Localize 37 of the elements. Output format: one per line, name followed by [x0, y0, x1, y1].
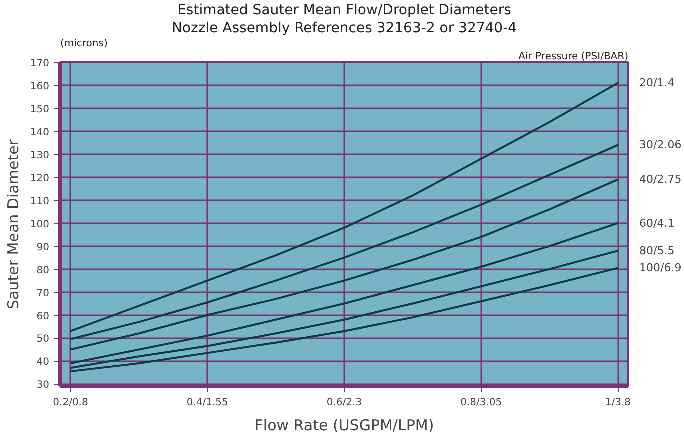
y-tick-label: 70: [36, 288, 50, 300]
y-tick-label: 30: [36, 380, 50, 392]
series-label: 80/5.5: [640, 244, 675, 258]
y-tick-label: 100: [30, 219, 50, 230]
legend-title: Air Pressure (PSI/BAR): [518, 52, 629, 62]
y-tick-label: 160: [30, 81, 50, 92]
x-tick-label: 0.8/3.05: [460, 398, 502, 408]
y-tick-label: 40: [36, 357, 50, 368]
y-tick-label: 50: [36, 334, 50, 346]
chart-title: Estimated Sauter Mean Flow/Droplet Diameters: [178, 2, 512, 18]
line-series: [70, 144, 620, 340]
y-tick-label: 140: [30, 127, 50, 138]
series-label: 20/1.4: [640, 76, 675, 90]
x-tick-label: 0.4/1.55: [186, 398, 228, 408]
y-tick-label: 150: [30, 104, 50, 116]
line-series: [70, 222, 620, 365]
y-tick-label: 110: [30, 196, 50, 208]
y-tick-label: 120: [30, 173, 50, 184]
text: (microns): [60, 38, 108, 50]
series-label: 30/2.06: [640, 138, 682, 152]
line-series: [70, 82, 620, 332]
x-axis-title: Flow Rate (USGPM/LPM): [254, 416, 434, 434]
x-tick-label: 0.2/0.8: [53, 398, 88, 408]
y-tick-label: 130: [30, 150, 50, 162]
x-tick-label: 1/3.8: [605, 398, 632, 408]
chart-subtitle: Nozzle Assembly References 32163-2 or 32740-4: [172, 20, 518, 36]
y-tick-label: 80: [36, 265, 50, 276]
series-label: 100/6.9: [640, 262, 682, 275]
x-tick-label: 0.6/2.3: [326, 398, 362, 408]
y-tick-label: 90: [36, 242, 50, 254]
series-label: 60/4.1: [640, 216, 675, 230]
y-tick-label: 170: [30, 58, 50, 70]
line-series: [70, 178, 620, 351]
series-label: 40/2.75: [640, 173, 682, 186]
y-axis-title: Sauter Mean Diameter: [4, 138, 22, 310]
line-series: [70, 250, 620, 370]
y-tick-label: 60: [36, 311, 50, 322]
